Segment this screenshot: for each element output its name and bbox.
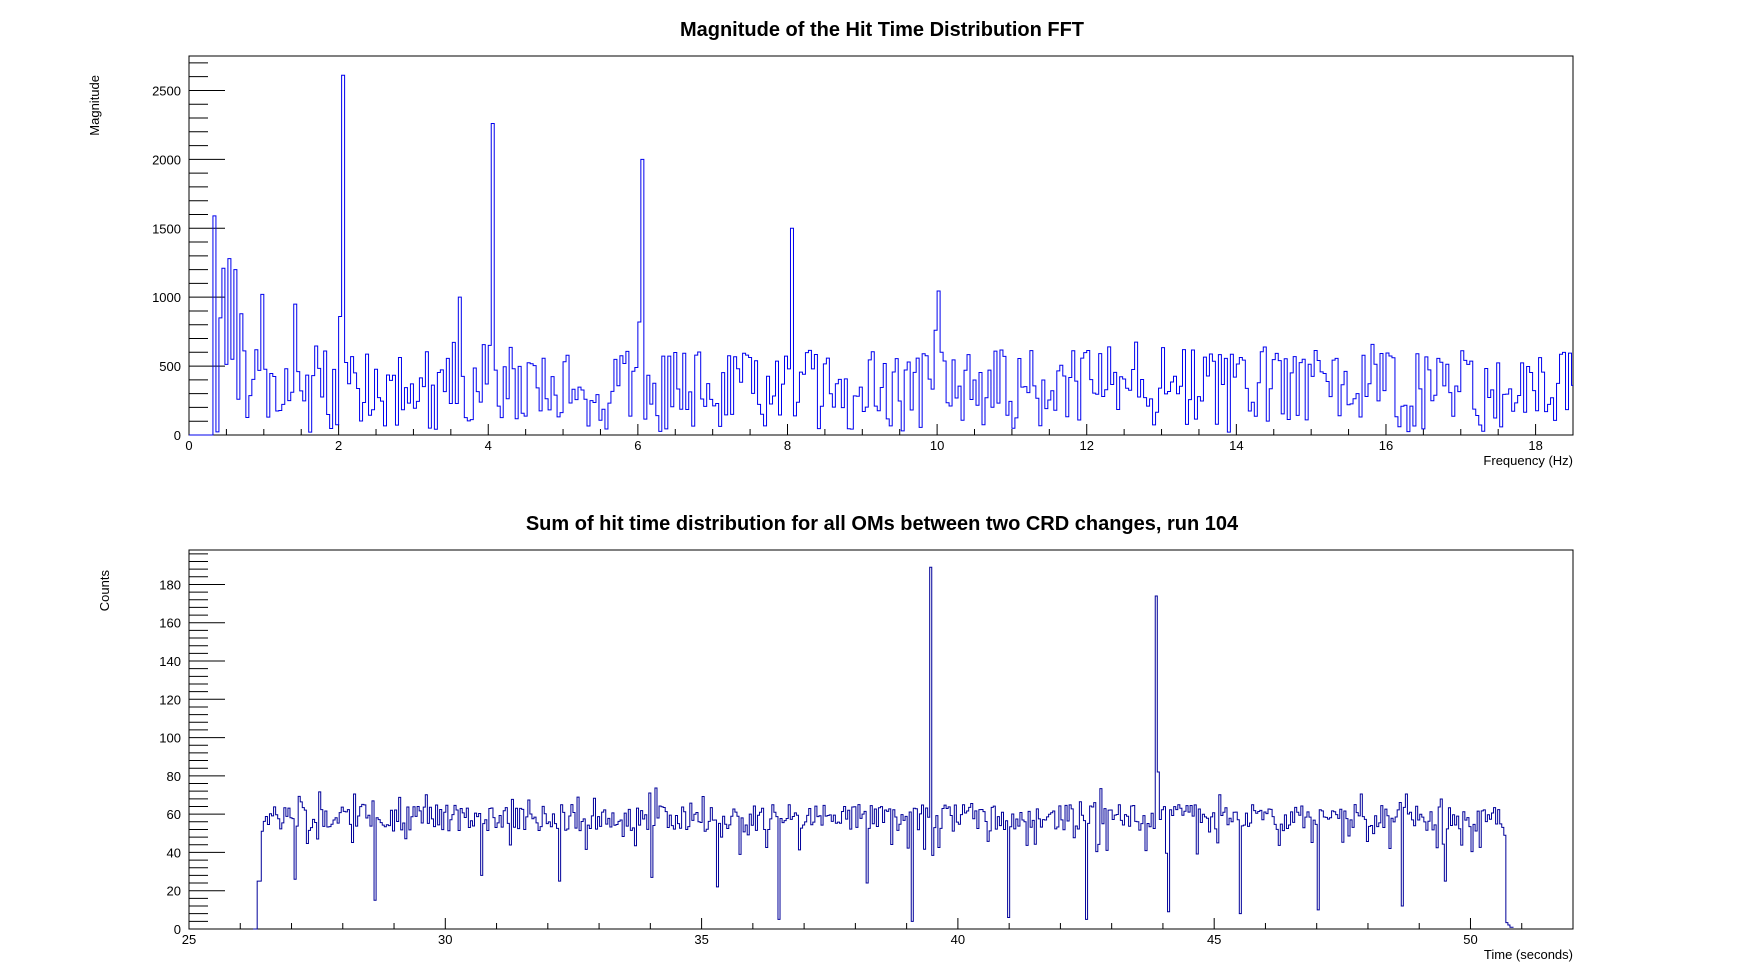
hit-time-x-tick-label: 25 — [182, 932, 196, 947]
fft-x-tick-label: 8 — [784, 438, 791, 453]
fft-y-tick-label: 2500 — [152, 83, 181, 98]
fft-x-tick-label: 10 — [930, 438, 944, 453]
fft-x-tick-label: 18 — [1528, 438, 1542, 453]
hit-time-x-tick-label: 40 — [951, 932, 965, 947]
hit-time-y-axis-label: Counts — [97, 570, 112, 612]
fft-x-tick-label: 6 — [634, 438, 641, 453]
hit-time-y-tick-label: 60 — [167, 807, 181, 822]
fft-y-tick-label: 0 — [174, 428, 181, 443]
fft-y-axis-label: Magnitude — [87, 75, 102, 136]
hit-time-x-tick-label: 35 — [694, 932, 708, 947]
fft-x-tick-label: 16 — [1379, 438, 1393, 453]
hit-time-x-tick-label: 30 — [438, 932, 452, 947]
hit-time-plot-frame — [188, 549, 1574, 930]
fft-series-line — [189, 74, 1573, 436]
hit-time-x-tick-label: 45 — [1207, 932, 1221, 947]
hit-time-y-tick-label: 160 — [159, 616, 181, 631]
hit-time-axis-ticks — [188, 553, 1574, 930]
fft-chart-title: Magnitude of the Hit Time Distribution F… — [680, 19, 1084, 41]
hit-time-series-line — [253, 566, 1514, 930]
fft-axis-ticks — [188, 62, 1574, 436]
hit-time-y-tick-label: 0 — [174, 922, 181, 937]
fft-x-tick-label: 2 — [335, 438, 342, 453]
hit-time-y-tick-label: 100 — [159, 731, 181, 746]
hit-time-tick-labels: 25 30 35 40 45 50 0 20 40 60 80 100 120 140 160 180 — [159, 577, 1477, 947]
fft-y-tick-label: 1500 — [152, 221, 181, 236]
fft-x-tick-label: 4 — [485, 438, 492, 453]
fft-plot-frame — [188, 55, 1574, 436]
hit-time-y-tick-label: 20 — [167, 884, 181, 899]
hit-time-x-tick-label: 50 — [1463, 932, 1477, 947]
fft-y-tick-label: 500 — [159, 359, 181, 374]
fft-chart: Magnitude of the Hit Time Distribution F… — [87, 19, 1574, 468]
fft-tick-labels: 0 2 4 6 8 10 12 14 16 18 0 500 1000 1500 2000 2500 — [152, 83, 1543, 453]
hit-time-y-tick-label: 180 — [159, 577, 181, 592]
fft-x-axis-label: Frequency (Hz) — [1483, 453, 1573, 468]
hit-time-chart: Sum of hit time distribution for all OMs… — [97, 513, 1574, 962]
fft-x-tick-label: 14 — [1229, 438, 1243, 453]
hit-time-y-tick-label: 80 — [167, 769, 181, 784]
hit-time-y-tick-label: 120 — [159, 692, 181, 707]
hit-time-y-tick-label: 40 — [167, 845, 181, 860]
fft-y-tick-label: 2000 — [152, 152, 181, 167]
hit-time-chart-title: Sum of hit time distribution for all OMs… — [526, 513, 1239, 535]
fft-x-tick-label: 0 — [185, 438, 192, 453]
hit-time-y-tick-label: 140 — [159, 654, 181, 669]
hit-time-x-axis-label: Time (seconds) — [1484, 947, 1573, 962]
fft-x-tick-label: 12 — [1079, 438, 1093, 453]
fft-y-tick-label: 1000 — [152, 290, 181, 305]
